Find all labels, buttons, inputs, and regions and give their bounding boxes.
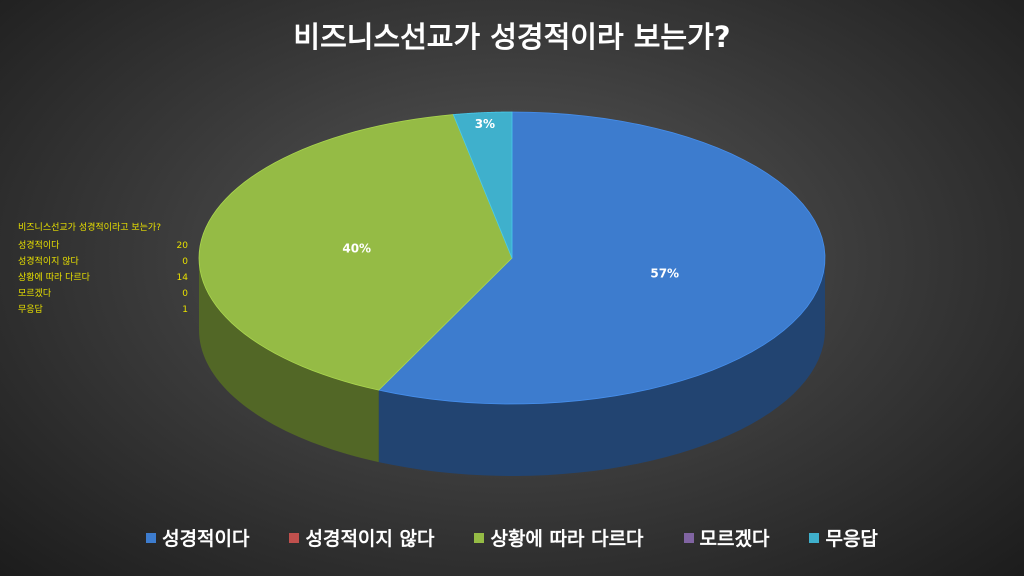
- table-row: 성경적이다 20: [18, 238, 188, 254]
- legend-swatch: [146, 532, 157, 543]
- pie-slice: [198, 114, 513, 391]
- legend: 성경적이다 성경적이지 않다 상황에 따라 다르다 모르겠다 무응답: [0, 524, 1024, 551]
- table-cell: 0: [182, 257, 188, 267]
- legend-swatch: [809, 532, 820, 543]
- table-cell: 20: [176, 241, 188, 251]
- table-cell: 1: [182, 305, 188, 315]
- table-cell: 성경적이다: [18, 241, 60, 251]
- data-table: 비즈니스선교가 성경적이라고 보는가? 성경적이다 20 성경적이지 않다 0 상황에 …: [18, 222, 188, 318]
- legend-swatch: [683, 532, 694, 543]
- legend-label: 성경적이다: [162, 528, 250, 550]
- table-cell: 성경적이지 않다: [18, 257, 79, 267]
- table-cell: 0: [182, 289, 188, 299]
- pie-slice: [452, 111, 513, 259]
- pie-slice: [377, 111, 826, 405]
- table-cell: 무응답: [18, 305, 43, 315]
- legend-item: 무응답: [809, 524, 878, 551]
- pie-side: [199, 258, 379, 463]
- legend-item: 모르겠다: [683, 524, 770, 551]
- data-label: 40%: [342, 241, 371, 255]
- table-row: 성경적이지 않다 0: [18, 254, 188, 270]
- pie-side: [378, 258, 825, 476]
- table-row: 모르겠다 0: [18, 286, 188, 302]
- table-cell: 모르겠다: [18, 289, 52, 299]
- table-cell: 14: [176, 273, 188, 283]
- legend-swatch: [289, 532, 300, 543]
- table-row: 상황에 따라 다르다 14: [18, 270, 188, 286]
- legend-item: 상황에 따라 다르다: [474, 524, 644, 551]
- legend-label: 상황에 따라 다르다: [490, 528, 644, 550]
- legend-label: 무응답: [825, 528, 878, 550]
- legend-label: 성경적이지 않다: [305, 528, 435, 550]
- table-row: 무응답 1: [18, 302, 188, 318]
- legend-swatch: [474, 532, 485, 543]
- table-cell: 상황에 따라 다르다: [18, 273, 90, 283]
- table-title: 비즈니스선교가 성경적이라고 보는가?: [18, 223, 161, 233]
- data-label: 57%: [650, 266, 679, 280]
- legend-item: 성경적이지 않다: [289, 524, 434, 551]
- chart-title: 비즈니스선교가 성경적이라 보는가?: [293, 20, 731, 54]
- legend-label: 모르겠다: [699, 528, 770, 550]
- data-label: 3%: [475, 117, 495, 131]
- legend-item: 성경적이다: [146, 524, 249, 551]
